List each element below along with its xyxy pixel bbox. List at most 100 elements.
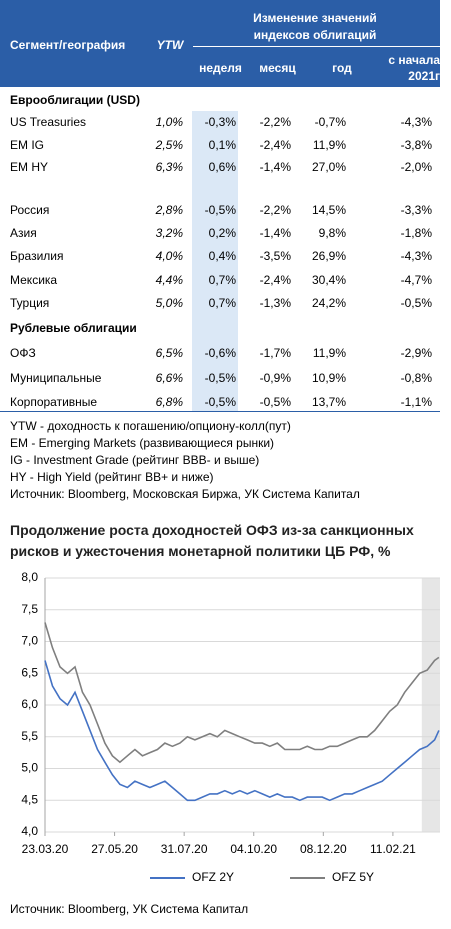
- note: YTW - доходность к погашению/опциону-кол…: [10, 419, 291, 433]
- cell: -2,2%: [259, 115, 291, 129]
- y-tick-label: 7,0: [21, 634, 38, 648]
- cell: 0,1%: [208, 138, 236, 152]
- row-label: ОФЗ: [10, 346, 36, 360]
- cell: 9,8%: [318, 226, 346, 240]
- cell: 30,4%: [311, 273, 346, 287]
- cell: -3,5%: [259, 249, 291, 263]
- cell: 6,6%: [155, 371, 183, 385]
- note: HY - High Yield (рейтинг BB+ и ниже): [10, 470, 214, 484]
- x-tick-label: 04.10.20: [230, 842, 277, 856]
- cell: 4,4%: [155, 273, 183, 287]
- cell: -0,7%: [314, 115, 346, 129]
- row-label: US Treasuries: [10, 115, 87, 129]
- cell: -2,2%: [259, 203, 291, 217]
- chart: 4,0 4,5 5,0 5,5 6,0 6,5 7,0 7,5 8,0 23.03.20 27.05…: [10, 570, 440, 916]
- x-tick-label: 23.03.20: [22, 842, 69, 856]
- header-bg: [0, 0, 440, 87]
- y-tick-label: 5,5: [21, 729, 38, 743]
- cell: 13,7%: [311, 395, 346, 409]
- y-tick-label: 8,0: [21, 570, 38, 584]
- cell: 3,2%: [155, 226, 183, 240]
- cell: -0,8%: [400, 371, 432, 385]
- cell: -1,8%: [400, 226, 432, 240]
- cell: 5,0%: [155, 296, 183, 310]
- cell: -2,0%: [400, 160, 432, 174]
- y-tick-label: 4,5: [21, 792, 38, 806]
- cell: -0,5%: [204, 371, 236, 385]
- row-label: Корпоративные: [10, 395, 98, 409]
- header-cell: Сегмент/география: [10, 38, 126, 52]
- cell: 2,5%: [155, 138, 183, 152]
- header-cell: Изменение значений индексов облигаций: [253, 11, 377, 42]
- row-label: Россия: [10, 203, 50, 217]
- cell: -2,4%: [259, 138, 291, 152]
- cell: 6,5%: [155, 346, 183, 360]
- x-tick-label: 08.12.20: [300, 842, 347, 856]
- week-highlight: [192, 111, 238, 412]
- cell: -3,8%: [400, 138, 432, 152]
- cell: 26,9%: [311, 249, 346, 263]
- cell: 0,4%: [208, 249, 236, 263]
- cell: -1,4%: [259, 160, 291, 174]
- cell: -0,3%: [204, 115, 236, 129]
- cell: 6,8%: [155, 395, 183, 409]
- cell: -4,7%: [400, 273, 432, 287]
- header-cell: год: [332, 61, 352, 75]
- source: Источник: Bloomberg, УК Система Капитал: [10, 902, 248, 916]
- row-label: Мексика: [10, 273, 58, 287]
- cell: 10,9%: [311, 371, 346, 385]
- cell: 0,6%: [208, 160, 236, 174]
- row-label: Азия: [10, 226, 37, 240]
- table-bottom: [0, 411, 440, 412]
- y-tick-label: 5,0: [21, 761, 38, 775]
- header-cell: с начала 2021г: [388, 53, 440, 83]
- cell: 27,0%: [311, 160, 346, 174]
- x-tick-label: 27.05.20: [91, 842, 138, 856]
- y-tick-label: 4,0: [21, 824, 38, 838]
- chart-title: Продолжение роста доходностей ОФЗ из-за …: [10, 522, 414, 559]
- y-tick-label: 7,5: [21, 602, 38, 616]
- row-label: Бразилия: [10, 249, 64, 263]
- cell: 0,7%: [208, 273, 236, 287]
- series-line: [44, 622, 440, 764]
- cell: -0,9%: [259, 371, 291, 385]
- header-divider: [193, 46, 440, 47]
- header-cell: месяц: [259, 61, 296, 75]
- cell: -1,7%: [259, 346, 291, 360]
- note: IG - Investment Grade (рейтинг BBB- и вы…: [10, 453, 260, 467]
- cell: -3,3%: [400, 203, 432, 217]
- y-tick-label: 6,5: [21, 665, 38, 679]
- x-tick-label: 11.02.21: [370, 842, 416, 856]
- cell: 11,9%: [312, 138, 346, 152]
- cell: 1,0%: [155, 115, 183, 129]
- section-title: Рублевые облигации: [10, 321, 137, 335]
- cell: 24,2%: [311, 296, 346, 310]
- x-tick-label: 31.07.20: [161, 842, 208, 856]
- row-label: EM IG: [10, 138, 45, 152]
- cell: -0,5%: [259, 395, 291, 409]
- cell: 0,2%: [208, 226, 236, 240]
- cell: 4,0%: [155, 249, 183, 263]
- cell: -0,6%: [204, 346, 236, 360]
- cell: -1,4%: [259, 226, 291, 240]
- row-label: Муниципальные: [10, 371, 102, 385]
- cell: -0,5%: [204, 203, 236, 217]
- cell: -1,1%: [400, 395, 432, 409]
- cell: -4,3%: [400, 115, 432, 129]
- row-label: Турция: [10, 296, 50, 310]
- note: Источник: Bloomberg, Московская Биржа, У…: [10, 487, 360, 501]
- cell: -1,3%: [259, 296, 291, 310]
- cell: -4,3%: [400, 249, 432, 263]
- cell: 14,5%: [311, 203, 346, 217]
- legend-label: OFZ 5Y: [332, 870, 374, 884]
- cell: -2,9%: [400, 346, 432, 360]
- row-label: EM HY: [10, 160, 49, 174]
- cell: -0,5%: [204, 395, 236, 409]
- cell: 11,9%: [312, 346, 346, 360]
- y-tick-label: 6,0: [21, 697, 38, 711]
- series-line: [44, 660, 440, 802]
- cell: 2,8%: [155, 203, 183, 217]
- cell: 0,7%: [208, 296, 236, 310]
- header-cell: YTW: [156, 38, 184, 52]
